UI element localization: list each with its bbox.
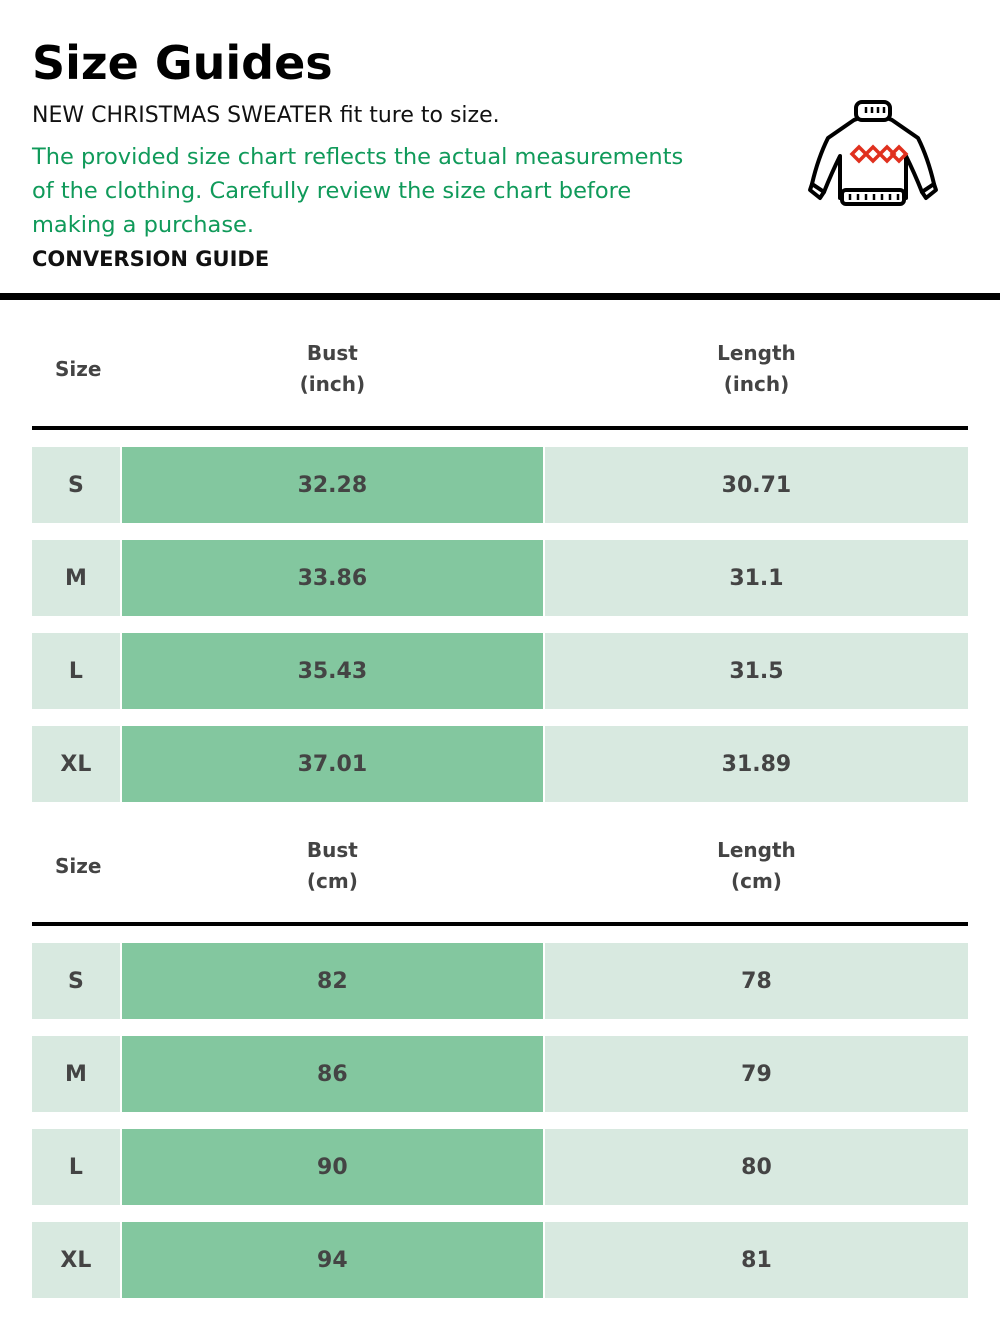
size-cell: S	[32, 943, 120, 1019]
bust-cell: 82	[121, 943, 543, 1019]
header-bust: Bust (inch)	[299, 341, 366, 396]
size-table-cm: Size Bust (cm) Length (cm) S 82 78 M 86 79 L 90…	[32, 802, 968, 1298]
table-row: S 32.28 30.71	[32, 447, 968, 523]
length-cell: 31.5	[544, 633, 968, 709]
length-cell: 78	[544, 943, 968, 1019]
size-chart-description: The provided size chart reflects the act…	[32, 144, 684, 238]
size-cell: M	[32, 540, 120, 616]
size-cell: M	[32, 1036, 120, 1112]
bust-cell: 86	[121, 1036, 543, 1112]
size-cell: XL	[32, 726, 120, 802]
table-row: XL 37.01 31.89	[32, 726, 968, 802]
size-cell: L	[32, 1129, 120, 1205]
size-table-inch: Size Bust (inch) Length (inch) S 32.28 30.71…	[32, 300, 968, 802]
length-cell: 81	[544, 1222, 968, 1298]
bust-cell: 37.01	[121, 726, 543, 802]
bust-cell: 94	[121, 1222, 543, 1298]
header-divider	[0, 293, 1000, 300]
header-bust: Bust (cm)	[306, 838, 358, 893]
table-row: XL 94 81	[32, 1222, 968, 1298]
table-header: Size Bust (inch) Length (inch)	[32, 300, 968, 430]
header-size: Size	[55, 356, 102, 381]
size-cell: XL	[32, 1222, 120, 1298]
conversion-guide-label: CONVERSION GUIDE	[32, 247, 270, 271]
header-length: Length (inch)	[717, 341, 796, 396]
product-fit-note: NEW CHRISTMAS SWEATER fit ture to size.	[32, 103, 500, 128]
table-header: Size Bust (cm) Length (cm)	[32, 802, 968, 926]
header-size: Size	[55, 853, 102, 878]
table-row: L 35.43 31.5	[32, 633, 968, 709]
length-cell: 31.1	[544, 540, 968, 616]
length-cell: 80	[544, 1129, 968, 1205]
table-row: S 82 78	[32, 943, 968, 1019]
bust-cell: 35.43	[121, 633, 543, 709]
size-cell: S	[32, 447, 120, 523]
bust-cell: 32.28	[121, 447, 543, 523]
table-row: L 90 80	[32, 1129, 968, 1205]
length-cell: 31.89	[544, 726, 968, 802]
size-cell: L	[32, 633, 120, 709]
header-length: Length (cm)	[717, 838, 796, 893]
sweater-icon	[808, 100, 938, 206]
table-row: M 33.86 31.1	[32, 540, 968, 616]
length-cell: 79	[544, 1036, 968, 1112]
page-title: Size Guides	[32, 36, 333, 90]
table-row: M 86 79	[32, 1036, 968, 1112]
bust-cell: 90	[121, 1129, 543, 1205]
length-cell: 30.71	[544, 447, 968, 523]
bust-cell: 33.86	[121, 540, 543, 616]
